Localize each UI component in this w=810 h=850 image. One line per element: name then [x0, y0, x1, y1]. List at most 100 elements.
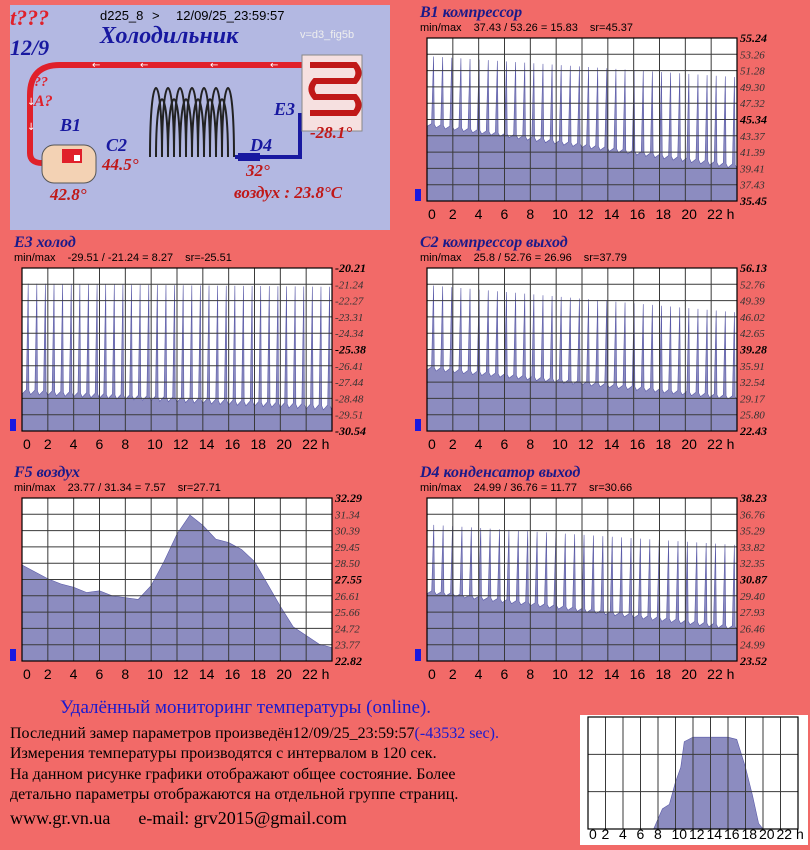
- y-tick-label: 37.43: [739, 180, 765, 192]
- y-tick-label: -30.54: [335, 424, 366, 438]
- y-tick-label: -28.48: [335, 393, 364, 405]
- y-tick-label: 26.61: [335, 591, 360, 603]
- x-tick-label: 12: [578, 206, 594, 222]
- footer-line-details: детально параметры отображаются на отдел…: [10, 786, 459, 803]
- now-marker: [415, 189, 421, 201]
- y-tick-label: 36.76: [739, 509, 765, 521]
- hot-pipe: [27, 62, 315, 166]
- mini-activity-chart: 0 2 4 6 8 10 12 14 16 18 20 22 h: [587, 716, 804, 842]
- y-tick-label: 39.41: [739, 163, 765, 175]
- x-tick-label: 20: [276, 666, 292, 682]
- mini-chart-panel: 0 2 4 6 8 10 12 14 16 18 20 22 h: [580, 715, 808, 845]
- evaporator-coil: [308, 62, 362, 116]
- x-tick-label: 18: [251, 436, 267, 452]
- x-tick-label: 4: [619, 826, 627, 842]
- x-tick-label: 16: [630, 666, 646, 682]
- chart-e3-cold: 0 2 4 6 8 10 12 14 16 18 20 22 h -20.21 -21.24 -22.27 -…: [10, 261, 366, 452]
- y-tick-label: -21.24: [335, 279, 364, 291]
- x-tick-label: 22 h: [707, 206, 734, 222]
- email-link[interactable]: e-mail: grv2015@gmail.com: [138, 808, 347, 828]
- unknown-marks: ??: [34, 75, 48, 90]
- plot-frame: [21, 267, 333, 432]
- plot-frame: [587, 716, 799, 830]
- y-tick-label: 25.80: [740, 410, 765, 422]
- chart-d4-title: D4 конденсатор выход: [420, 464, 581, 481]
- y-tick-label: -27.44: [335, 377, 364, 389]
- plot-frame: [426, 497, 738, 662]
- y-tick-label: 35.91: [739, 361, 765, 373]
- x-tick-label: 20: [681, 666, 697, 682]
- x-tick-label: 14: [707, 826, 723, 842]
- d4-sensor: [238, 153, 260, 161]
- y-tick-label: 22.43: [739, 424, 767, 438]
- y-tick-label: -25.38: [335, 343, 366, 357]
- y-tick-label: -29.51: [335, 410, 363, 422]
- series-area: [21, 283, 333, 432]
- x-tick-label: 10: [552, 206, 568, 222]
- scheme-title: Холодильник: [100, 23, 239, 49]
- y-tick-label: 28.50: [335, 558, 360, 570]
- chart-f5-title: F5 воздух: [14, 464, 81, 481]
- footer-line-interval: Измерения температуры производятся с инт…: [10, 745, 437, 762]
- e3-sensor-value: -28.1°: [310, 123, 353, 142]
- x-tick-label: 6: [501, 436, 509, 452]
- y-tick-label: -26.41: [335, 361, 363, 373]
- x-tick-label: 8: [526, 666, 534, 682]
- svg-text:←: ←: [140, 60, 148, 71]
- x-tick-label: 14: [604, 666, 620, 682]
- chart-b1-compressor: 0 2 4 6 8 10 12 14 16 18 20 22 h 55.24 53.26 51.28 49.3…: [415, 31, 767, 222]
- scheme-timestamp: 12/09/25_23:59:57: [176, 8, 285, 23]
- y-tick-label: 33.82: [739, 542, 765, 554]
- x-tick-label: 2: [449, 666, 457, 682]
- footer-title: Удалённый мониторинг температуры (online…: [60, 697, 432, 718]
- footer-line-overview: На данном рисунке графики отображают общ…: [10, 766, 456, 783]
- svg-text:←: ←: [270, 60, 278, 71]
- x-tick-label: 8: [121, 666, 129, 682]
- x-tick-label: 12: [578, 666, 594, 682]
- y-tick-label: 27.93: [740, 607, 765, 619]
- x-tick-label: 22 h: [777, 826, 804, 842]
- x-tick-label: 12: [173, 436, 189, 452]
- condenser-coil: [149, 87, 235, 158]
- x-tick-label: 4: [475, 666, 483, 682]
- y-tick-label: 42.65: [740, 328, 765, 340]
- x-tick-label: 2: [449, 206, 457, 222]
- x-tick-label: 2: [449, 436, 457, 452]
- now-marker: [415, 419, 421, 431]
- x-tick-label: 0: [428, 666, 436, 682]
- x-tick-label: 16: [225, 436, 241, 452]
- y-tick-label: -24.34: [335, 328, 364, 340]
- x-tick-label: 10: [147, 436, 163, 452]
- y-tick-label: 25.66: [335, 607, 360, 619]
- x-tick-label: 22 h: [707, 436, 734, 452]
- y-tick-label: -23.31: [335, 312, 363, 324]
- y-tick-label: 49.30: [740, 82, 765, 94]
- y-tick-label: 27.55: [334, 573, 362, 587]
- x-tick-label: 22 h: [707, 666, 734, 682]
- y-tick-label: 43.37: [740, 131, 765, 143]
- y-tick-label: 23.77: [335, 640, 360, 652]
- svg-text:↓: ↓: [27, 122, 35, 133]
- x-tick-label: 4: [70, 436, 78, 452]
- chart-b1-minmax: min/max 37.43 / 53.26 = 15.83 sr=45.37: [420, 22, 633, 34]
- x-tick-label: 8: [654, 826, 662, 842]
- y-tick-label: 31.34: [334, 509, 360, 521]
- footer-line-last-measure: Последний замер параметров произведён12/…: [10, 725, 499, 742]
- y-tick-label: 29.17: [740, 393, 765, 405]
- a-sensor-label: A?: [34, 93, 53, 110]
- site-link[interactable]: www.gr.vn.ua: [10, 808, 111, 828]
- x-tick-label: 0: [428, 206, 436, 222]
- y-tick-label: 30.87: [739, 573, 768, 587]
- y-tick-label: 46.02: [740, 312, 765, 324]
- now-marker: [10, 419, 16, 431]
- x-tick-label: 20: [759, 826, 775, 842]
- c2-sensor-value: 44.5°: [102, 155, 139, 174]
- now-marker: [415, 649, 421, 661]
- plot-frame: [426, 267, 738, 432]
- x-tick-label: 18: [656, 206, 672, 222]
- x-tick-label: 0: [589, 826, 597, 842]
- y-tick-label: 39.28: [739, 343, 767, 357]
- x-tick-label: 6: [96, 666, 104, 682]
- y-tick-label: 56.13: [740, 261, 767, 275]
- x-tick-label: 18: [251, 666, 267, 682]
